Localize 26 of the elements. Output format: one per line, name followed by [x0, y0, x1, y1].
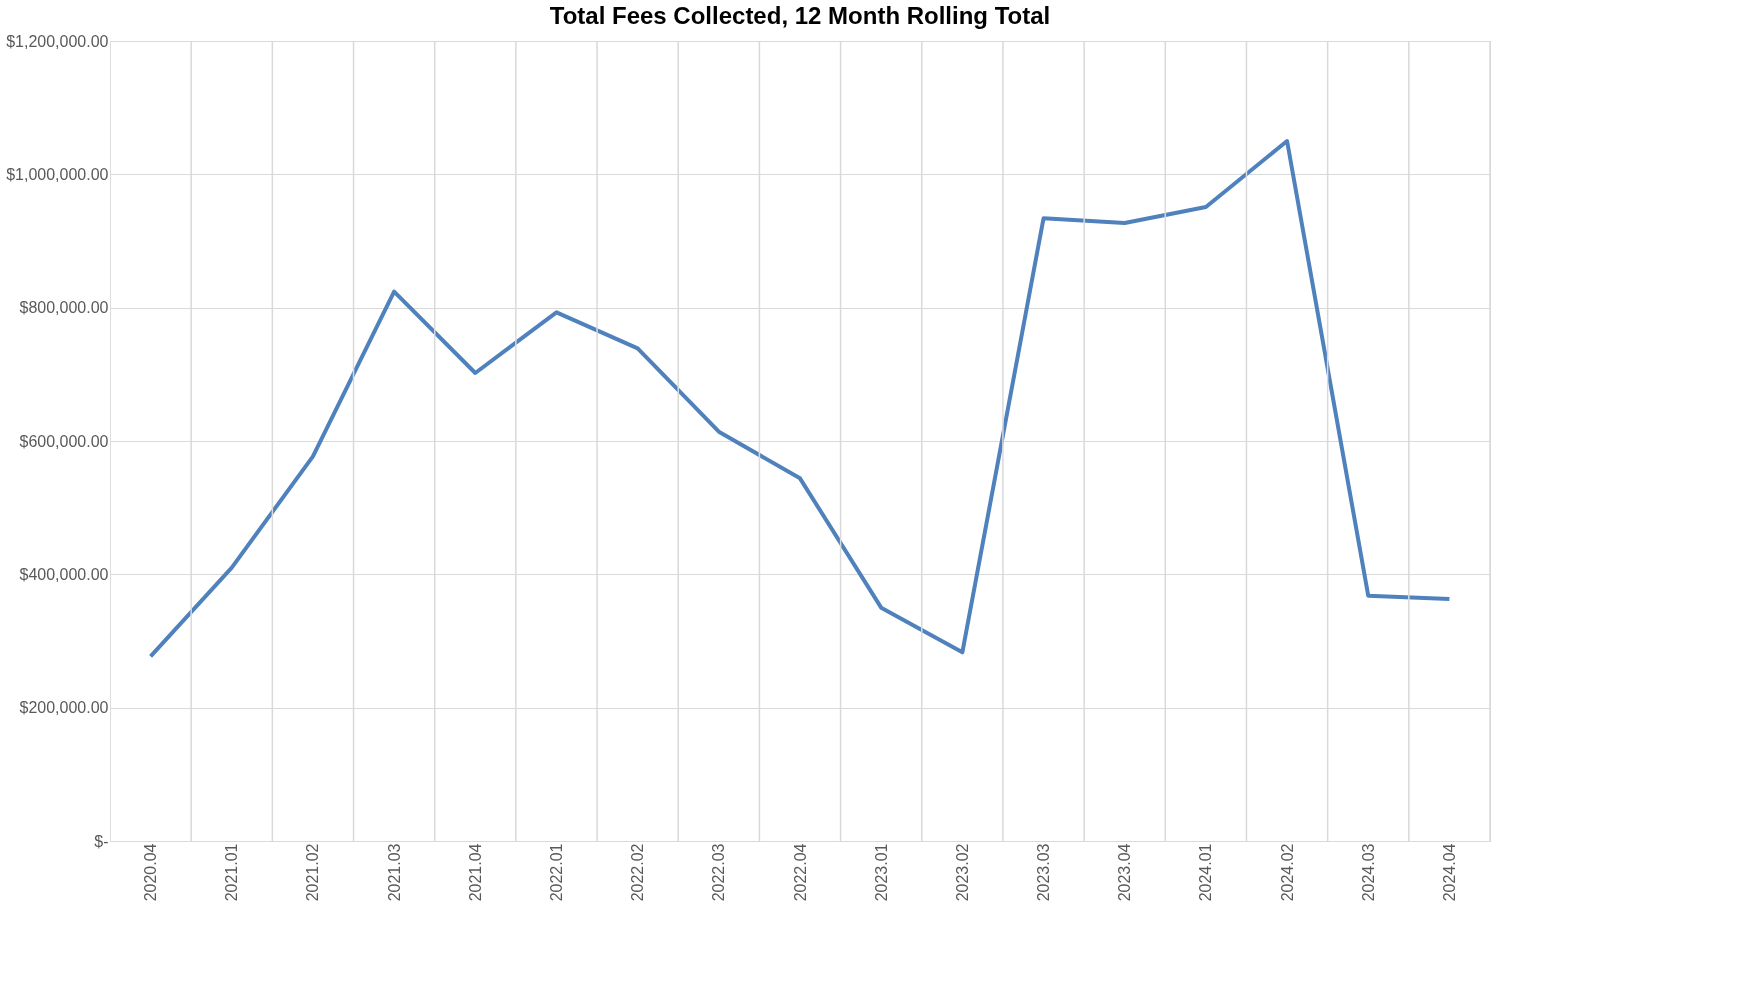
- line-series: [148, 139, 1452, 659]
- x-tick-label: 2022.02: [629, 843, 647, 902]
- x-tick-label: 2023.04: [1116, 843, 1134, 902]
- x-tick-label: 2021.04: [466, 843, 484, 902]
- x-tick-label: 2024.01: [1197, 843, 1215, 902]
- x-tick-label: 2024.03: [1359, 843, 1377, 902]
- y-tick-label: $800,000.00: [19, 299, 109, 317]
- x-tick-label: 2021.02: [304, 843, 322, 902]
- y-tick-label: $1,200,000.00: [6, 32, 109, 50]
- chart-title: Total Fees Collected, 12 Month Rolling Total: [549, 2, 1051, 29]
- x-tick-label: 2023.03: [1035, 843, 1053, 902]
- x-tick-label: 2023.01: [872, 843, 890, 902]
- x-tick-label: 2021.03: [385, 843, 403, 902]
- y-tick-label: $600,000.00: [19, 432, 109, 450]
- y-tick-label: $200,000.00: [19, 699, 109, 717]
- y-tick-label: $-: [94, 832, 109, 850]
- x-tick-label: 2020.04: [142, 843, 160, 902]
- x-tick-label: 2022.04: [791, 843, 809, 902]
- y-tick-label: $1,000,000.00: [6, 165, 109, 183]
- x-tick-label: 2021.01: [223, 843, 241, 902]
- x-tick-label: 2022.01: [547, 843, 565, 902]
- x-tick-label: 2023.02: [953, 843, 971, 902]
- y-tick-label: $400,000.00: [19, 565, 109, 583]
- x-tick-label: 2024.04: [1440, 843, 1458, 902]
- x-tick-label: 2024.02: [1278, 843, 1296, 902]
- x-tick-label: 2022.03: [710, 843, 728, 902]
